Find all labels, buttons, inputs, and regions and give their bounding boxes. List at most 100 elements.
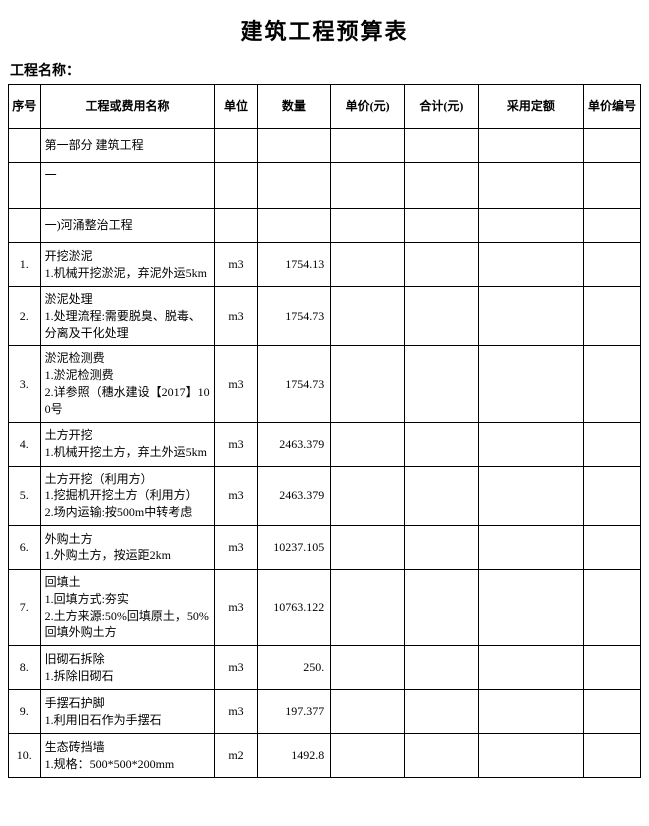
cell-code [584, 646, 641, 690]
cell-total [405, 287, 479, 346]
cell-total [405, 734, 479, 778]
cell-total [405, 346, 479, 422]
cell-price [331, 287, 405, 346]
cell-norm [478, 422, 583, 466]
project-name-label: 工程名称： [8, 60, 641, 80]
col-desc: 工程或费用名称 [40, 85, 215, 129]
cell-seq: 8. [9, 646, 41, 690]
subhead-row: 一)河涌整治工程 [9, 209, 641, 243]
cell-price [331, 690, 405, 734]
cell-total [405, 466, 479, 525]
cell-total [405, 569, 479, 645]
cell-unit: m3 [215, 346, 257, 422]
cell-code [584, 466, 641, 525]
cell-norm [478, 569, 583, 645]
cell-code [584, 690, 641, 734]
cell-price [331, 646, 405, 690]
cell-price [331, 734, 405, 778]
cell-qty: 250. [257, 646, 331, 690]
cell-seq: 1. [9, 243, 41, 287]
table-row: 3.淤泥检测费1.淤泥检测费2.详参照（穗水建设【2017】100号m31754… [9, 346, 641, 422]
cell-norm [478, 243, 583, 287]
table-row: 7.回填土1.回填方式:夯实2.土方来源:50%回填原土，50%回填外购土方m3… [9, 569, 641, 645]
cell-code [584, 243, 641, 287]
cell-unit: m3 [215, 243, 257, 287]
table-row: 9.手摆石护脚1.利用旧石作为手摆石m3197.377 [9, 690, 641, 734]
section-row: 第一部分 建筑工程 [9, 129, 641, 163]
cell-seq: 7. [9, 569, 41, 645]
cell-unit: m3 [215, 646, 257, 690]
dash-row: 一 [9, 163, 641, 209]
page-title: 建筑工程预算表 [8, 14, 641, 46]
col-code: 单价编号 [584, 85, 641, 129]
cell-price [331, 422, 405, 466]
cell-unit: m3 [215, 466, 257, 525]
table-body: 第一部分 建筑工程 一 一)河涌整治工程 1.开挖淤泥1.机械开挖淤泥，弃泥外运… [9, 129, 641, 778]
cell-qty: 10763.122 [257, 569, 331, 645]
cell-seq: 10. [9, 734, 41, 778]
cell-code [584, 346, 641, 422]
table-row: 4.土方开挖1.机械开挖土方，弃土外运5kmm32463.379 [9, 422, 641, 466]
cell-qty: 2463.379 [257, 422, 331, 466]
dash-label: 一 [40, 163, 215, 209]
cell-total [405, 646, 479, 690]
col-price: 单价(元) [331, 85, 405, 129]
cell-code [584, 734, 641, 778]
cell-desc: 开挖淤泥1.机械开挖淤泥，弃泥外运5km [40, 243, 215, 287]
cell-norm [478, 346, 583, 422]
cell-desc: 回填土1.回填方式:夯实2.土方来源:50%回填原土，50%回填外购土方 [40, 569, 215, 645]
subhead-label: 一)河涌整治工程 [40, 209, 215, 243]
cell-desc: 淤泥检测费1.淤泥检测费2.详参照（穗水建设【2017】100号 [40, 346, 215, 422]
cell-price [331, 466, 405, 525]
cell-unit: m3 [215, 690, 257, 734]
table-row: 2.淤泥处理1.处理流程:需要脱臭、脱毒、分离及干化处理m31754.73 [9, 287, 641, 346]
cell-seq: 4. [9, 422, 41, 466]
cell-qty: 10237.105 [257, 525, 331, 569]
table-row: 8.旧砌石拆除1.拆除旧砌石m3250. [9, 646, 641, 690]
cell-norm [478, 287, 583, 346]
section-label: 第一部分 建筑工程 [40, 129, 215, 163]
cell-seq: 5. [9, 466, 41, 525]
cell-unit: m3 [215, 525, 257, 569]
cell-qty: 2463.379 [257, 466, 331, 525]
cell-seq: 3. [9, 346, 41, 422]
col-qty: 数量 [257, 85, 331, 129]
col-seq: 序号 [9, 85, 41, 129]
cell-unit: m3 [215, 422, 257, 466]
table-header-row: 序号 工程或费用名称 单位 数量 单价(元) 合计(元) 采用定额 单价编号 [9, 85, 641, 129]
cell-seq: 2. [9, 287, 41, 346]
cell-desc: 外购土方1.外购土方，按运距2km [40, 525, 215, 569]
cell-norm [478, 646, 583, 690]
cell-norm [478, 466, 583, 525]
table-row: 5.土方开挖（利用方）1.挖掘机开挖土方（利用方）2.场内运输:按500m中转考… [9, 466, 641, 525]
table-row: 10.生态砖挡墙1.规格：500*500*200mmm21492.8 [9, 734, 641, 778]
cell-qty: 1754.73 [257, 346, 331, 422]
col-total: 合计(元) [405, 85, 479, 129]
cell-price [331, 346, 405, 422]
cell-total [405, 690, 479, 734]
cell-qty: 1754.13 [257, 243, 331, 287]
cell-unit: m2 [215, 734, 257, 778]
cell-qty: 1492.8 [257, 734, 331, 778]
cell-price [331, 569, 405, 645]
cell-desc: 旧砌石拆除1.拆除旧砌石 [40, 646, 215, 690]
cell-norm [478, 525, 583, 569]
cell-desc: 土方开挖（利用方）1.挖掘机开挖土方（利用方）2.场内运输:按500m中转考虑 [40, 466, 215, 525]
table-row: 6.外购土方1.外购土方，按运距2kmm310237.105 [9, 525, 641, 569]
table-row: 1.开挖淤泥1.机械开挖淤泥，弃泥外运5kmm31754.13 [9, 243, 641, 287]
cell-desc: 生态砖挡墙1.规格：500*500*200mm [40, 734, 215, 778]
cell-total [405, 243, 479, 287]
cell-unit: m3 [215, 569, 257, 645]
cell-code [584, 287, 641, 346]
cell-qty: 197.377 [257, 690, 331, 734]
col-norm: 采用定额 [478, 85, 583, 129]
cell-total [405, 525, 479, 569]
cell-norm [478, 690, 583, 734]
cell-code [584, 569, 641, 645]
budget-table: 序号 工程或费用名称 单位 数量 单价(元) 合计(元) 采用定额 单价编号 第… [8, 84, 641, 778]
cell-qty: 1754.73 [257, 287, 331, 346]
cell-seq: 6. [9, 525, 41, 569]
cell-code [584, 525, 641, 569]
cell-desc: 手摆石护脚1.利用旧石作为手摆石 [40, 690, 215, 734]
cell-price [331, 243, 405, 287]
